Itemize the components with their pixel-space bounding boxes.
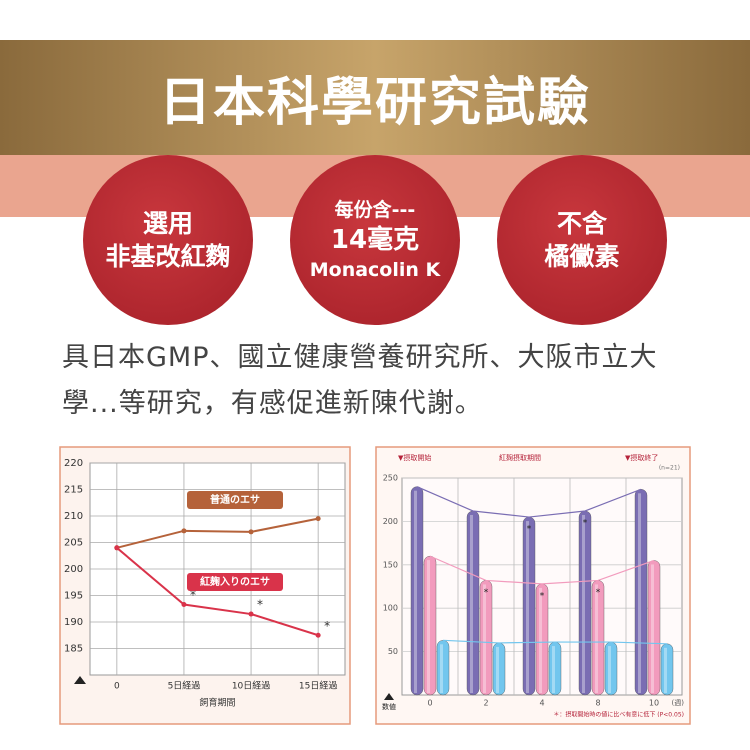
y-tick-label: 205 <box>64 538 83 549</box>
y-tick-label: 150 <box>383 560 398 569</box>
top-label: 紅麹摂取期間 <box>499 453 541 462</box>
y-tick-label: 50 <box>388 647 398 656</box>
trend-line <box>429 555 655 585</box>
x-tick-label: 4 <box>539 699 544 708</box>
bar-highlight <box>664 647 667 693</box>
y-tick-label: 210 <box>64 511 83 522</box>
description-line: 學...等研究，有感促進新陳代謝。 <box>62 388 483 419</box>
series-name: 紅麹入りのエサ <box>200 575 270 588</box>
x-tick-label: 8 <box>595 699 600 708</box>
point <box>114 545 120 551</box>
y-axis-label: 数値 <box>382 702 396 711</box>
description: 具日本GMP、國立健康營養研究所、大阪市立大 學...等研究，有感促進新陳代謝。 <box>62 335 658 427</box>
x-tick-label: 5日経過 <box>168 680 201 692</box>
series-callout <box>187 573 283 591</box>
series-line <box>116 517 319 549</box>
bar-highlight <box>638 493 641 693</box>
badge: 不含 橘黴素 <box>497 155 667 325</box>
y-tick-label: 250 <box>383 474 398 483</box>
point <box>315 516 321 522</box>
bar-highlight <box>414 490 417 693</box>
x-tick-label: 15日経過 <box>299 680 337 692</box>
asterisk: * <box>484 588 489 598</box>
badge: 選用 非基改紅麴 <box>83 155 253 325</box>
header-band <box>0 40 750 155</box>
n-label: (n=21) <box>659 465 680 472</box>
y-tick-label: 100 <box>383 604 398 613</box>
bar-highlight <box>539 587 542 693</box>
point <box>181 528 187 534</box>
x-tick-label: 10 <box>649 699 659 708</box>
series-name: 普通のエサ <box>210 493 260 506</box>
trend-line <box>416 486 642 518</box>
point <box>248 529 254 535</box>
asterisk: * <box>257 598 263 612</box>
bar-highlight <box>651 564 654 693</box>
bar-highlight <box>595 584 598 693</box>
asterisk: * <box>540 591 545 601</box>
asterisk: * <box>583 518 588 528</box>
header-title: 日本科學研究試驗 <box>158 73 591 133</box>
bar-highlight <box>483 584 486 693</box>
footnote: ＊：摂取開始時の値に比べ有意に低下 (P<0.05) <box>553 711 684 719</box>
badge-line: 橘黴素 <box>544 242 620 271</box>
x-unit: (週) <box>672 698 685 707</box>
y-tick-label: 195 <box>64 591 83 602</box>
badge-line: 不含 <box>556 209 607 238</box>
bar-highlight <box>526 521 529 693</box>
bar-highlight <box>470 514 473 693</box>
axis-arrow <box>74 676 86 684</box>
bar-highlight <box>427 560 430 693</box>
series-callout <box>187 491 283 509</box>
badge: 每份含--- 14毫克 Monacolin K <box>290 155 460 325</box>
point <box>181 602 187 608</box>
y-tick-label: 220 <box>64 458 83 469</box>
badge-line: 選用 <box>142 209 193 238</box>
badge-line: 14毫克 <box>330 225 420 255</box>
y-tick-label: 190 <box>64 617 83 628</box>
asterisk: * <box>324 619 330 633</box>
x-tick-label: 0 <box>427 699 432 708</box>
asterisk: * <box>190 588 196 602</box>
top-label: ▼摂取終了 <box>625 453 658 462</box>
asterisk: * <box>596 588 601 598</box>
badge-line: 非基改紅麴 <box>105 242 231 271</box>
bar-highlight <box>582 514 585 693</box>
bar-highlight <box>440 644 443 693</box>
y-tick-label: 215 <box>64 485 83 496</box>
top-label: ▼摂取開始 <box>398 453 431 462</box>
point <box>248 611 254 617</box>
x-axis-label: 飼育期間 <box>199 697 235 709</box>
badge-line: 每份含--- <box>334 199 416 221</box>
trend-line <box>442 639 668 645</box>
axis-arrow <box>384 693 394 700</box>
x-tick-label: 0 <box>114 682 120 692</box>
asterisk: * <box>527 525 532 535</box>
y-tick-label: 200 <box>383 517 398 526</box>
bar-highlight <box>552 646 555 693</box>
description-line: 具日本GMP、國立健康營養研究所、大阪市立大 <box>62 342 658 373</box>
bar-highlight <box>608 646 611 693</box>
x-tick-label: 10日経過 <box>232 680 270 692</box>
series-line <box>116 547 319 637</box>
point <box>315 632 321 638</box>
y-tick-label: 185 <box>64 644 83 655</box>
y-tick-label: 200 <box>64 564 83 575</box>
badge-line: Monacolin K <box>309 259 441 281</box>
bar-highlight <box>496 646 499 693</box>
x-tick-label: 2 <box>483 699 488 708</box>
